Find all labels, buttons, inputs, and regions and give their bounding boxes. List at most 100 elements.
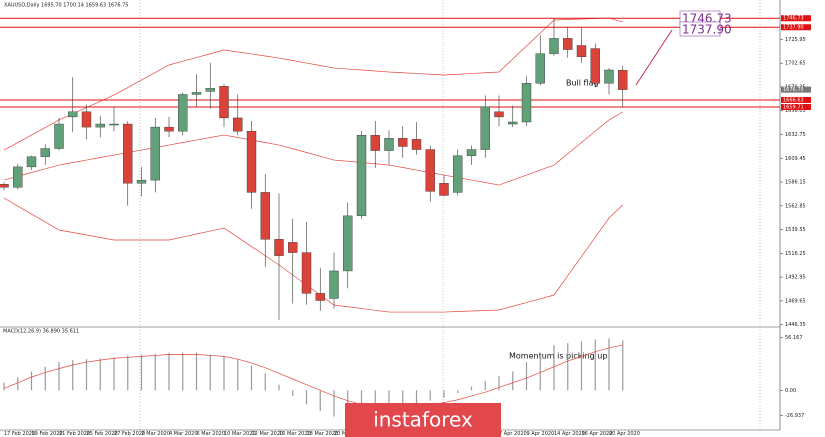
candle-body (123, 123, 133, 184)
macd-y-tick-label: 56.167 (785, 335, 803, 341)
x-tick-label: 10 Mar 2020 (224, 431, 256, 437)
candle-body (508, 121, 518, 125)
y-tick-label: 1562.85 (785, 203, 806, 209)
candle-body (343, 215, 353, 272)
y-tick-label: 1469.65 (785, 298, 806, 304)
level-axis-box (781, 96, 811, 103)
candle-body (178, 94, 188, 132)
candle-body (274, 239, 284, 256)
candle-body (150, 126, 160, 181)
candle-body (521, 83, 532, 123)
x-tick-label: 6 Mar 2020 (197, 431, 226, 437)
candle-body (260, 192, 270, 240)
chart-title: XAUUSD,Daily 1695.70 1700.14 1659.63 167… (4, 3, 129, 9)
candle-body (219, 86, 229, 119)
level-axis-label: 1666.63 (783, 97, 804, 103)
y-tick-label: 1702.65 (785, 61, 806, 67)
band-line (3, 197, 623, 313)
signal-line (3, 344, 623, 409)
candle-body (535, 53, 545, 84)
y-tick-label: 1492.95 (785, 275, 806, 281)
watermark: instaforex (373, 408, 473, 432)
candle-body (563, 38, 573, 50)
x-tick-label: 12 Mar 2020 (252, 431, 284, 437)
candle-body (425, 149, 435, 192)
candle-body (466, 149, 477, 156)
annotation: Momentum is picking up (509, 352, 607, 361)
y-tick-label: 1725.95 (785, 37, 806, 43)
candle-body (205, 88, 215, 92)
x-tick-label: 18 Mar 2020 (307, 431, 339, 437)
x-tick-label: 21 Feb 2020 (59, 431, 90, 437)
x-tick-label: 19 Feb 2020 (32, 431, 63, 437)
band-line (3, 111, 623, 186)
candle-body (26, 156, 37, 168)
candle-body (618, 70, 628, 90)
x-tick-label: 27 Feb 2020 (114, 431, 145, 437)
candle-body (0, 184, 9, 188)
candle-body (13, 166, 23, 188)
candle-body (480, 106, 490, 150)
candle-body (40, 148, 50, 157)
candle-body (246, 130, 257, 193)
candle-body (411, 139, 422, 150)
candle-body (191, 92, 202, 95)
level-axis-box (781, 24, 811, 31)
x-tick-label: 2 Mar 2020 (142, 431, 171, 437)
candle-body (398, 138, 408, 147)
x-tick-label: 16 Apr 2020 (582, 431, 613, 437)
macd-y-tick-label: 0.00 (785, 388, 796, 394)
y-tick-label: 1539.55 (785, 227, 806, 233)
candle-body (370, 135, 380, 151)
watermark-box (345, 403, 501, 437)
y-tick-label: 1586.15 (785, 180, 806, 186)
candle-body (54, 123, 64, 149)
candle-body (329, 270, 339, 299)
y-tick-label: 1656.05 (785, 108, 806, 114)
x-tick-label: 25 Feb 2020 (87, 431, 118, 437)
candle-body (439, 183, 449, 196)
candle-body (494, 111, 504, 118)
candle-body (68, 111, 78, 118)
candle-body (453, 155, 463, 193)
y-tick-label: 1446.35 (785, 322, 806, 328)
level-axis-label: 1737.90 (783, 25, 804, 31)
x-tick-label: 7 Apr 2020 (499, 431, 527, 437)
x-tick-label: 9 Apr 2020 (527, 431, 555, 437)
candle-body (109, 123, 119, 126)
candle-body (604, 69, 614, 84)
candle-body (288, 242, 298, 253)
x-tick-label: 4 Mar 2020 (169, 431, 198, 437)
current-price-label: 1676.75 (783, 87, 804, 93)
level-axis-box (781, 15, 811, 22)
x-tick-label: 17 Feb 2020 (4, 431, 35, 437)
candle-body (576, 45, 587, 57)
y-tick-label: 1516.25 (785, 251, 806, 257)
arrow-line (635, 29, 673, 86)
level-annotation: 1737.90 (682, 23, 732, 37)
candle-body (233, 117, 243, 132)
candle-body (356, 135, 367, 217)
level-axis-label: 1659.71 (783, 104, 804, 110)
candle-body (164, 126, 174, 132)
candle-body (590, 48, 600, 84)
candle-body (315, 293, 325, 301)
x-tick-label: 14 Apr 2020 (554, 431, 585, 437)
band-line (3, 17, 623, 151)
level-axis-box (781, 103, 811, 110)
annotation: Bull flag (566, 79, 599, 88)
y-tick-label: 1632.75 (785, 132, 806, 138)
candle-body (301, 252, 312, 294)
candle-body (136, 179, 147, 184)
level-axis-label: 1746.73 (783, 16, 804, 22)
y-tick-label: 1609.45 (785, 156, 806, 162)
indicator-label: MACD(12,26,9) 36.890 35.611 (3, 329, 79, 335)
candle-body (549, 38, 559, 54)
x-tick-label: 20 Apr 2020 (609, 431, 640, 437)
x-tick-label: 16 Mar 2020 (279, 431, 311, 437)
candle-body (81, 111, 92, 128)
level-annotation-box (679, 21, 721, 37)
current-price-box (781, 86, 811, 93)
